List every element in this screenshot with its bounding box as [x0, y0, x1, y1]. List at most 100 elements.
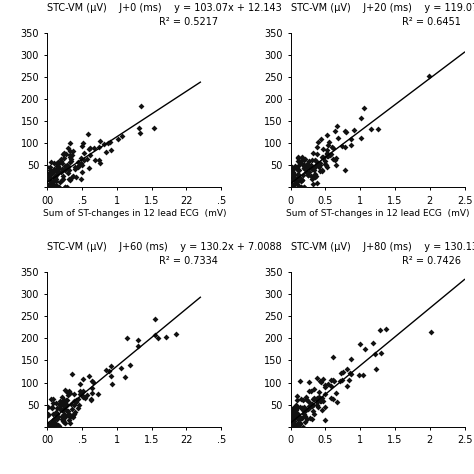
- Point: [68, 412, 76, 420]
- Text: R² = 0.6451: R² = 0.6451: [402, 17, 461, 27]
- Point: [61, 183, 69, 191]
- Point: [318, 378, 325, 386]
- Point: [46, 163, 54, 171]
- Point: [297, 415, 304, 422]
- Point: [296, 377, 304, 384]
- Point: [50, 395, 57, 402]
- Point: [293, 165, 301, 173]
- Point: [50, 423, 58, 430]
- Point: [310, 410, 318, 418]
- Point: [47, 169, 55, 177]
- Point: [318, 166, 326, 173]
- Point: [58, 176, 66, 184]
- Point: [57, 155, 65, 163]
- Point: [46, 168, 54, 176]
- Point: [298, 404, 306, 412]
- Point: [294, 166, 302, 174]
- Point: [306, 403, 313, 410]
- Point: [48, 182, 56, 190]
- Point: [59, 173, 66, 180]
- Point: [51, 423, 58, 430]
- Point: [61, 162, 69, 170]
- Point: [58, 400, 65, 407]
- Point: [51, 173, 59, 181]
- Point: [49, 423, 57, 430]
- Point: [308, 165, 316, 173]
- Point: [88, 384, 96, 392]
- Point: [45, 183, 52, 191]
- Point: [305, 378, 313, 386]
- Point: [54, 183, 61, 191]
- Point: [87, 396, 95, 403]
- Point: [290, 183, 298, 191]
- Point: [107, 146, 114, 154]
- Point: [54, 160, 61, 167]
- Point: [49, 178, 56, 186]
- Point: [288, 163, 295, 171]
- Point: [58, 394, 65, 401]
- Point: [59, 417, 66, 425]
- Point: [118, 132, 126, 139]
- Point: [75, 161, 82, 169]
- Point: [297, 183, 304, 191]
- Point: [321, 383, 328, 391]
- Text: R² = 0.7426: R² = 0.7426: [402, 256, 461, 266]
- Point: [321, 157, 329, 164]
- Point: [47, 423, 55, 430]
- Point: [95, 156, 102, 164]
- Point: [44, 183, 52, 191]
- Point: [77, 155, 85, 162]
- Point: [307, 173, 314, 180]
- Point: [301, 164, 308, 172]
- Point: [51, 173, 58, 181]
- Text: STC-VM (μV)    J+0 (ms)    y = 103.07x + 12.143: STC-VM (μV) J+0 (ms) y = 103.07x + 12.14…: [47, 3, 282, 13]
- Point: [310, 166, 318, 173]
- Point: [66, 139, 73, 147]
- Point: [49, 410, 56, 417]
- Point: [134, 337, 141, 344]
- Point: [52, 182, 60, 189]
- Point: [292, 408, 299, 416]
- Point: [57, 399, 65, 406]
- Point: [70, 397, 78, 405]
- Point: [60, 401, 68, 408]
- Point: [383, 326, 390, 333]
- Point: [291, 421, 298, 429]
- Point: [48, 178, 56, 186]
- Point: [76, 391, 84, 398]
- Point: [135, 342, 142, 350]
- Point: [292, 411, 300, 419]
- Point: [301, 183, 308, 191]
- Point: [292, 177, 300, 184]
- Point: [64, 392, 72, 399]
- Point: [331, 156, 339, 164]
- Point: [61, 166, 69, 174]
- Point: [66, 158, 73, 166]
- Point: [332, 390, 340, 397]
- Point: [72, 409, 79, 416]
- Point: [329, 395, 337, 403]
- Point: [321, 381, 328, 389]
- Point: [309, 156, 316, 164]
- Point: [69, 173, 76, 180]
- Point: [299, 155, 306, 163]
- Point: [51, 165, 58, 173]
- Point: [64, 408, 72, 415]
- Point: [323, 152, 331, 160]
- Point: [332, 162, 340, 169]
- Point: [77, 387, 84, 395]
- Point: [50, 167, 57, 174]
- Point: [297, 183, 305, 191]
- Point: [350, 126, 357, 134]
- Point: [50, 182, 57, 190]
- Point: [319, 397, 327, 405]
- Point: [288, 423, 295, 430]
- Point: [54, 413, 61, 421]
- Point: [61, 162, 69, 170]
- Point: [53, 166, 61, 174]
- Point: [68, 151, 76, 159]
- Point: [319, 375, 327, 383]
- Point: [356, 340, 364, 348]
- Point: [299, 153, 306, 161]
- Point: [49, 423, 56, 430]
